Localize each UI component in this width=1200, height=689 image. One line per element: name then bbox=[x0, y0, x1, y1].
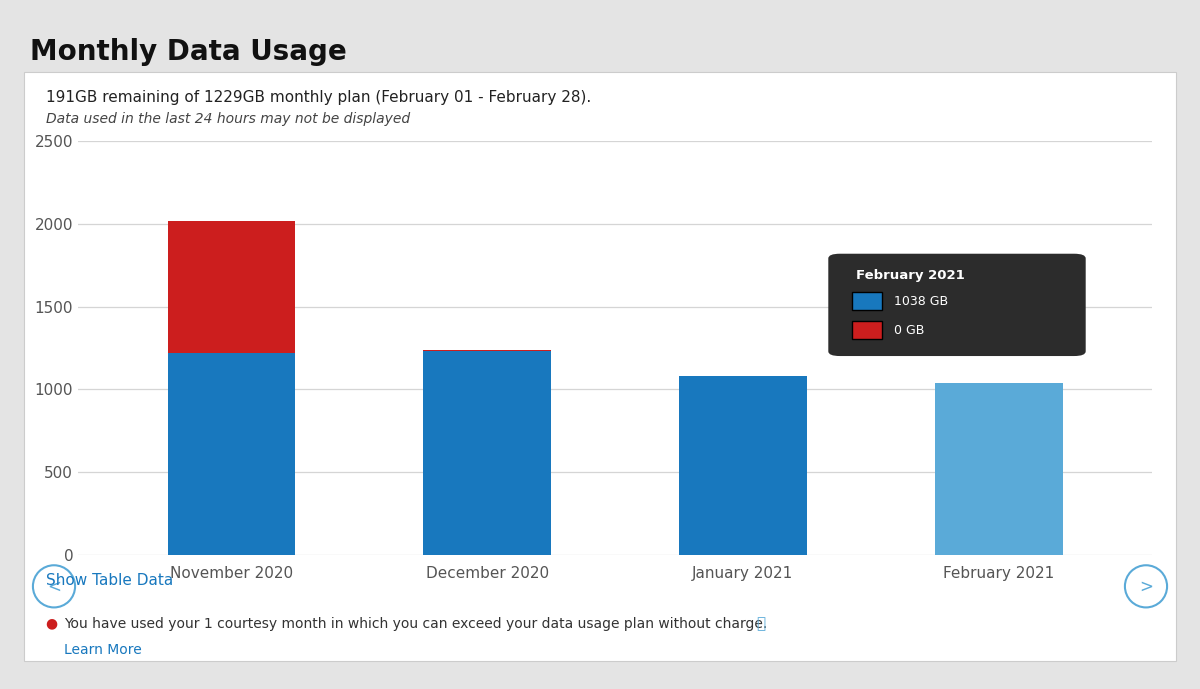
Text: 191GB remaining of 1229GB monthly plan (February 01 - February 28).: 191GB remaining of 1229GB monthly plan (… bbox=[46, 90, 590, 105]
Bar bbox=[168, 220, 295, 353]
Text: ●: ● bbox=[46, 617, 58, 630]
FancyBboxPatch shape bbox=[852, 320, 882, 339]
Text: 1038 GB: 1038 GB bbox=[894, 295, 948, 308]
Bar bbox=[424, 349, 551, 351]
Text: February 2021: February 2021 bbox=[857, 269, 965, 282]
Text: Show Table Data: Show Table Data bbox=[46, 573, 173, 588]
Text: Monthly Data Usage: Monthly Data Usage bbox=[30, 38, 347, 66]
Bar bbox=[935, 383, 1062, 555]
Text: Learn More: Learn More bbox=[64, 643, 142, 657]
FancyBboxPatch shape bbox=[852, 292, 882, 311]
Text: Data used in the last 24 hours may not be displayed: Data used in the last 24 hours may not b… bbox=[46, 112, 409, 125]
Text: ⓘ: ⓘ bbox=[756, 617, 766, 632]
Text: >: > bbox=[1139, 577, 1153, 595]
FancyBboxPatch shape bbox=[828, 254, 1086, 356]
Bar bbox=[679, 376, 806, 555]
Text: 0 GB: 0 GB bbox=[894, 324, 924, 337]
Text: <: < bbox=[47, 577, 61, 595]
Text: You have used your 1 courtesy month in which you can exceed your data usage plan: You have used your 1 courtesy month in w… bbox=[64, 617, 767, 630]
Bar bbox=[168, 353, 295, 555]
Bar bbox=[424, 351, 551, 555]
